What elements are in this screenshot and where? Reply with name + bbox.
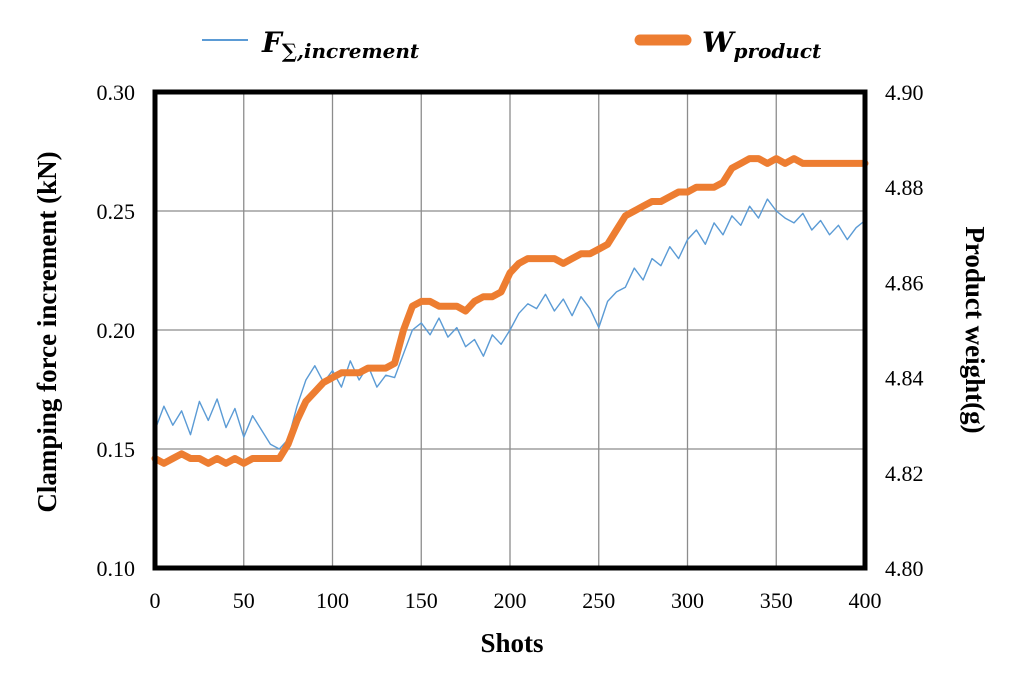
legend-sub-increment: ∑,increment: [282, 39, 420, 63]
plot-area-frame: [152, 89, 868, 571]
right-y-tick-label: 4.82: [885, 461, 924, 486]
product-weight-line: [151, 155, 869, 467]
x-tick-label: 350: [760, 588, 793, 613]
right-y-tick-label: 4.86: [885, 270, 924, 295]
right-y-tick-label: 4.88: [885, 175, 924, 200]
right-y-axis-title: Product weight(g): [960, 226, 990, 433]
clamping-force-increment-line: [154, 198, 866, 450]
x-tick-label: 0: [150, 588, 161, 613]
x-tick-label: 400: [849, 588, 882, 613]
legend-main-w: W: [702, 26, 736, 59]
x-tick-label: 150: [405, 588, 438, 613]
right-y-tick-label: 4.90: [885, 80, 924, 105]
x-tick-label: 100: [316, 588, 349, 613]
x-tick-label: 50: [233, 588, 255, 613]
x-tick-label: 250: [582, 588, 615, 613]
legend-label-product-weight: Wproduct: [702, 26, 822, 63]
left-y-tick-label: 0.25: [97, 199, 136, 224]
series-layer: [151, 155, 869, 467]
left-y-tick-label: 0.30: [97, 80, 136, 105]
tick-labels: 0 50 100 150 200 250 300 350 400 0.10 0.15 0.20 0.25…: [97, 80, 924, 613]
left-y-tick-label: 0.15: [97, 437, 136, 462]
legend-label-clamping-force: F∑,increment: [261, 26, 420, 63]
x-axis-title: Shots: [480, 628, 543, 658]
legend-sub-product: product: [733, 39, 822, 63]
x-tick-label: 200: [494, 588, 527, 613]
legend-main-f: F: [261, 26, 284, 59]
x-tick-label: 300: [671, 588, 704, 613]
left-y-tick-label: 0.10: [97, 556, 136, 581]
left-y-tick-label: 0.20: [97, 318, 136, 343]
right-y-tick-label: 4.84: [885, 366, 924, 391]
left-y-axis-title: Clamping force increment (kN): [32, 151, 62, 512]
legend: F∑,increment Wproduct: [202, 26, 822, 63]
right-y-tick-label: 4.80: [885, 556, 924, 581]
